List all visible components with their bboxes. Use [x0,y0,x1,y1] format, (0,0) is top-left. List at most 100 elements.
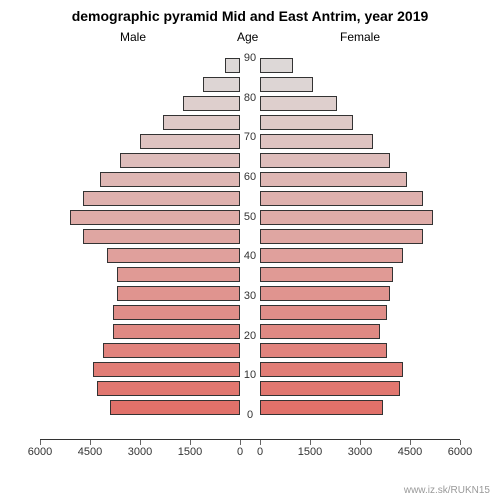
male-bar [140,134,240,149]
male-bar [110,400,240,415]
male-bar [117,267,240,282]
male-bar-row [40,134,240,149]
female-bar [260,400,383,415]
female-bar [260,115,353,130]
female-bar [260,229,423,244]
female-bar-row [260,153,460,168]
female-bar-row [260,305,460,320]
x-tick-label: 0 [240,446,280,458]
chart-container: demographic pyramid Mid and East Antrim,… [0,0,500,500]
x-tick-line [410,440,411,445]
female-bar-row [260,229,460,244]
female-bar-row [260,381,460,396]
male-bar-row [40,229,240,244]
male-bar [83,191,240,206]
male-bar [163,115,240,130]
male-bar-row [40,210,240,225]
age-label-header: Age [237,30,258,44]
female-bar-row [260,400,460,415]
female-bar [260,362,403,377]
female-bar [260,248,403,263]
female-bar-row [260,191,460,206]
x-tick-line [310,440,311,445]
male-bar-row [40,58,240,73]
female-bar [260,381,400,396]
male-label: Male [120,30,146,44]
age-axis-label: 50 [240,211,260,223]
age-axis-label: 40 [240,250,260,262]
male-bar-row [40,305,240,320]
male-bar-row [40,172,240,187]
female-bar [260,210,433,225]
male-bar [225,58,240,73]
x-tick-label: 1500 [290,446,330,458]
x-tick-line [190,440,191,445]
female-label: Female [340,30,380,44]
x-tick-line [40,440,41,445]
female-bar-row [260,267,460,282]
female-bar [260,96,337,111]
age-axis-label: 60 [240,171,260,183]
x-tick-line [460,440,461,445]
footer-source: www.iz.sk/RUKN15 [404,485,490,496]
male-bar [83,229,240,244]
male-bar [203,77,240,92]
age-axis-label: 10 [240,369,260,381]
female-side [260,48,460,439]
female-bar [260,172,407,187]
female-bar [260,77,313,92]
male-bar-row [40,153,240,168]
x-tick-label: 1500 [170,446,210,458]
male-bar [93,362,240,377]
male-bar [113,324,240,339]
female-bar-row [260,172,460,187]
female-bar-row [260,324,460,339]
female-bar-row [260,210,460,225]
male-bar [103,343,240,358]
x-tick-label: 6000 [440,446,480,458]
male-side [40,48,240,439]
x-tick-line [360,440,361,445]
female-bar-row [260,248,460,263]
female-bar-row [260,115,460,130]
male-bar [117,286,240,301]
male-bar-row [40,115,240,130]
male-bar [70,210,240,225]
male-bar [113,305,240,320]
male-bar-row [40,381,240,396]
x-tick-label: 3000 [120,446,160,458]
female-bar-row [260,286,460,301]
age-axis-label: 80 [240,92,260,104]
x-tick-label: 4500 [390,446,430,458]
x-tick-line [260,440,261,445]
female-bar-row [260,96,460,111]
x-tick-label: 6000 [20,446,60,458]
female-bar [260,324,380,339]
male-bar [97,381,240,396]
male-bar-row [40,96,240,111]
female-bar [260,58,293,73]
male-bar [100,172,240,187]
female-bar-row [260,134,460,149]
male-bar [107,248,240,263]
male-bar-row [40,77,240,92]
female-bar [260,153,390,168]
male-bar-row [40,362,240,377]
x-tick-line [240,440,241,445]
chart-title: demographic pyramid Mid and East Antrim,… [0,8,500,24]
male-bar-row [40,191,240,206]
female-bar [260,286,390,301]
female-bar [260,191,423,206]
female-bar-row [260,77,460,92]
female-bar [260,305,387,320]
male-bar [120,153,240,168]
female-bar-row [260,362,460,377]
age-axis-label: 90 [240,52,260,64]
age-gap: 0102030405060708090 [240,48,260,439]
male-bar-row [40,324,240,339]
male-bar [183,96,240,111]
age-axis-label: 0 [240,409,260,421]
age-axis-label: 30 [240,290,260,302]
male-bar-row [40,343,240,358]
female-bar [260,267,393,282]
